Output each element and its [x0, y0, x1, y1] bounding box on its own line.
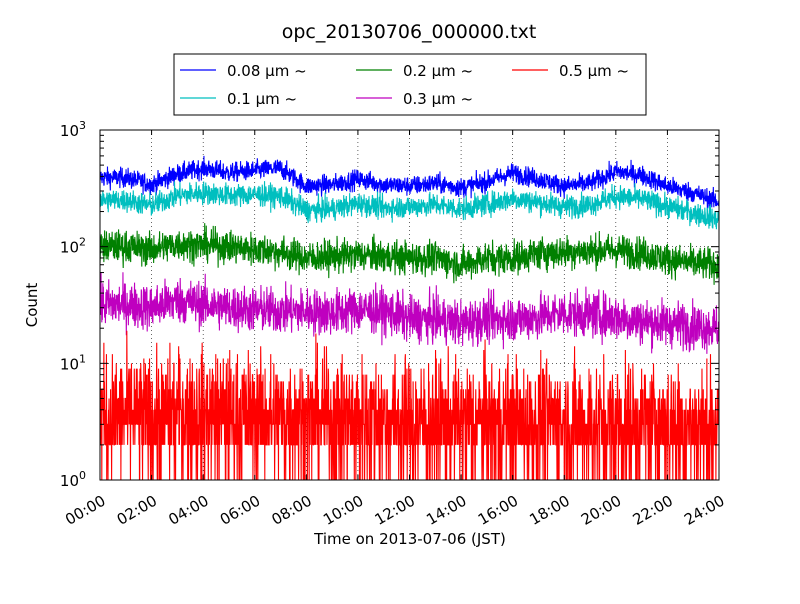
chart-title: opc_20130706_000000.txt: [282, 21, 537, 43]
y-axis-label: Count: [23, 283, 41, 328]
legend: 0.08 μm ~ 0.1 μm ~ 0.2 μm ~ 0.3 μm ~ 0.5 μm …: [173, 53, 647, 116]
y-tick-label: 100: [60, 469, 86, 490]
y-tick-labels: 100 101 102 103: [60, 119, 86, 490]
x-axis-label: Time on 2013-07-06 (JST): [313, 530, 506, 548]
series-line-1: [100, 181, 719, 230]
legend-label: 0.1 μm ~: [227, 90, 297, 108]
y-tick-label: 103: [60, 119, 86, 140]
series-line-2: [100, 223, 719, 285]
legend-label: 0.08 μm ~: [227, 62, 307, 80]
y-tick-label: 101: [60, 352, 86, 373]
y-tick-label: 102: [60, 236, 86, 257]
series-line-3: [100, 272, 719, 354]
series-line-4: [100, 330, 719, 480]
legend-items: 0.08 μm ~ 0.1 μm ~ 0.2 μm ~ 0.3 μm ~ 0.5 μm …: [180, 62, 629, 108]
axis-ticks: [99, 129, 720, 481]
legend-box: [173, 53, 647, 116]
legend-label: 0.3 μm ~: [403, 90, 473, 108]
series-line-0: [100, 155, 719, 211]
legend-label: 0.5 μm ~: [559, 62, 629, 80]
series-layer: [100, 155, 719, 480]
legend-label: 0.2 μm ~: [403, 62, 473, 80]
